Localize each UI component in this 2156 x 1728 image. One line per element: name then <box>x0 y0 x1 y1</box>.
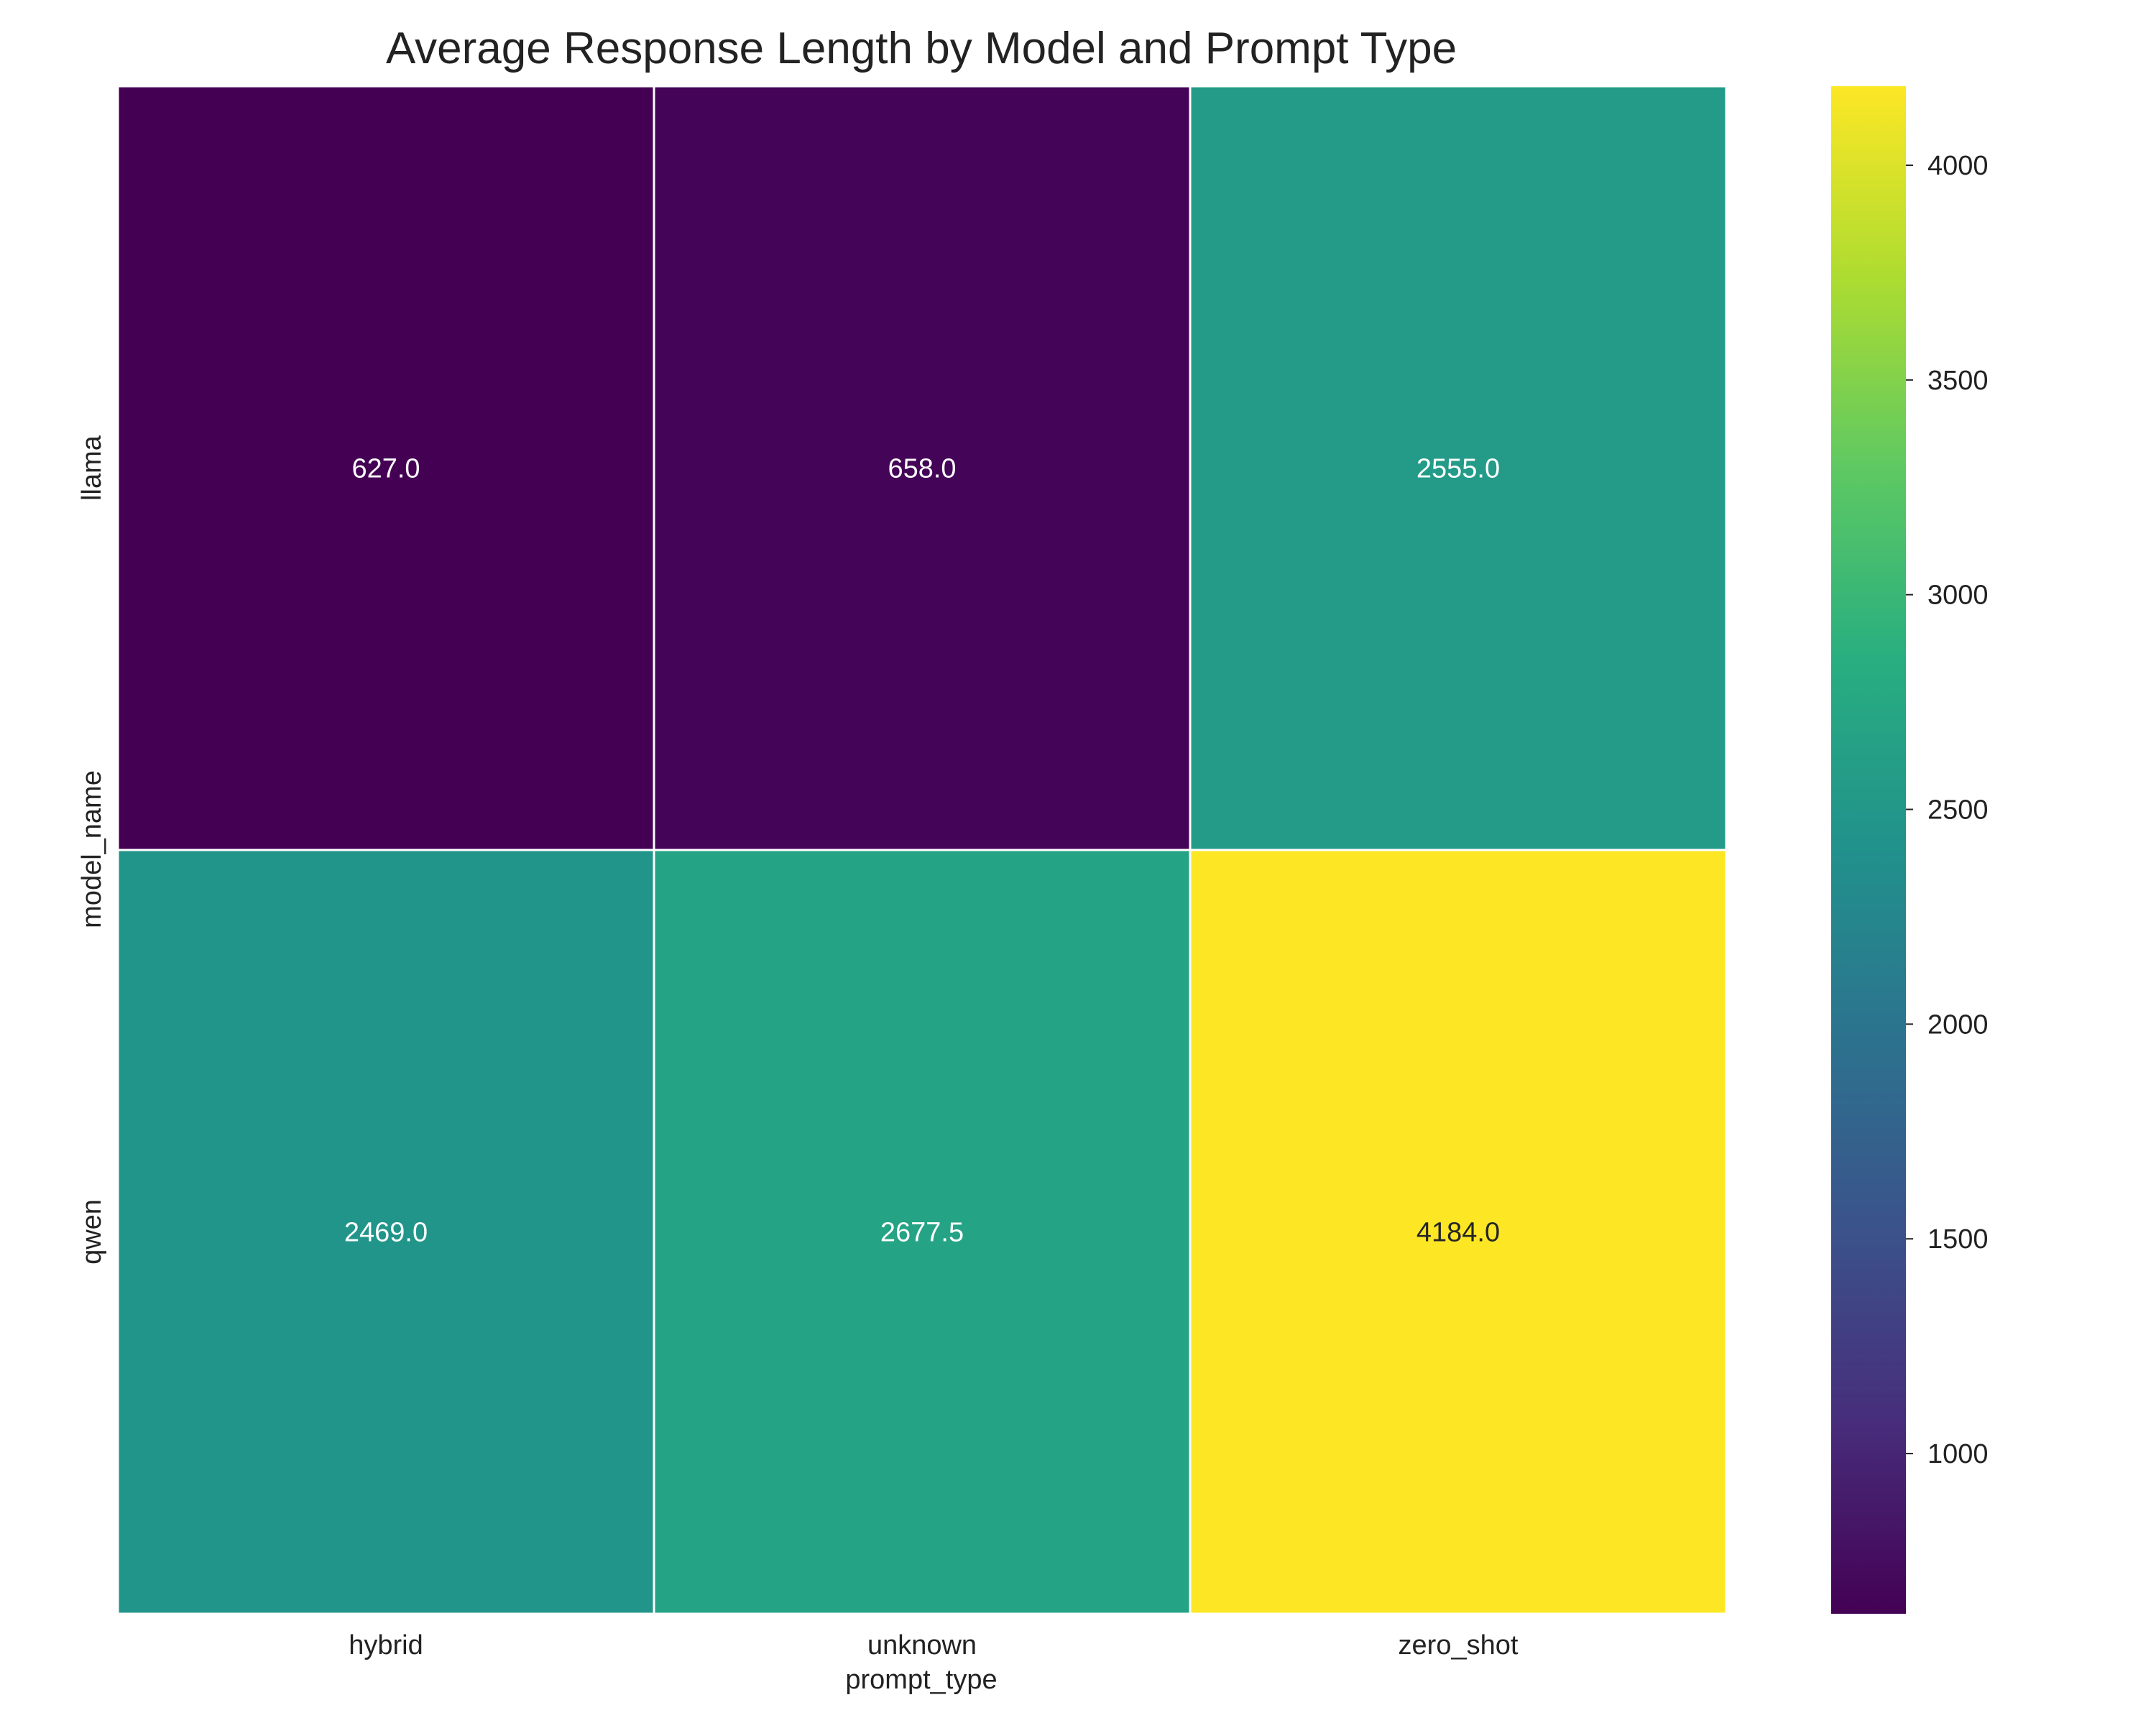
heatmap-cell-qwen-zero_shot <box>1189 849 1728 1615</box>
cell-value-label-qwen-unknown: 2677.5 <box>880 1218 964 1248</box>
cell-value-label-llama-hybrid: 627.0 <box>351 454 420 484</box>
colorbar-tick-label-2500: 2500 <box>1927 795 1989 826</box>
y-tick-label-qwen: qwen <box>77 1199 107 1265</box>
heatmap-cell-qwen-unknown <box>653 849 1192 1615</box>
cell-value-label-llama-unknown: 658.0 <box>888 454 956 484</box>
heatmap-cell-llama-hybrid <box>116 85 655 851</box>
heatmap-cells <box>116 85 1728 1615</box>
colorbar-tick-label-4000: 4000 <box>1927 151 1989 181</box>
x-tick-label-unknown: unknown <box>867 1630 977 1660</box>
y-axis-label: model_name <box>77 770 107 928</box>
cell-value-label-qwen-hybrid: 2469.0 <box>344 1218 428 1248</box>
heatmap-cell-labels: 627.0 658.0 2555.0 2469.0 2677.5 4184.0 <box>344 454 1500 1248</box>
colorbar-tick-label-2000: 2000 <box>1927 1009 1989 1040</box>
heatmap-cell-llama-unknown <box>653 85 1192 851</box>
cell-value-label-llama-zero_shot: 2555.0 <box>1416 454 1500 484</box>
colorbar <box>1831 86 1906 1614</box>
x-tick-label-zero_shot: zero_shot <box>1399 1630 1519 1660</box>
heatmap-cell-qwen-hybrid <box>116 849 655 1615</box>
colorbar-tick-label-1000: 1000 <box>1927 1439 1989 1469</box>
colorbar-tick-label-3000: 3000 <box>1927 581 1989 611</box>
x-axis-ticks: hybrid unknown zero_shot <box>349 1630 1519 1660</box>
colorbar-ticks: 1000 1500 2000 2500 3000 3500 4000 <box>1906 151 1989 1469</box>
y-axis-ticks: llama qwen <box>77 435 107 1265</box>
x-tick-label-hybrid: hybrid <box>349 1630 423 1660</box>
heatmap-cell-llama-zero_shot <box>1189 85 1728 851</box>
colorbar-tick-label-3500: 3500 <box>1927 366 1989 396</box>
y-tick-label-llama: llama <box>77 435 107 501</box>
cell-value-label-qwen-zero_shot: 4184.0 <box>1416 1218 1500 1248</box>
x-axis-label: prompt_type <box>845 1665 997 1695</box>
colorbar-tick-label-1500: 1500 <box>1927 1224 1989 1255</box>
chart-title: Average Response Length by Model and Pro… <box>386 24 1457 73</box>
